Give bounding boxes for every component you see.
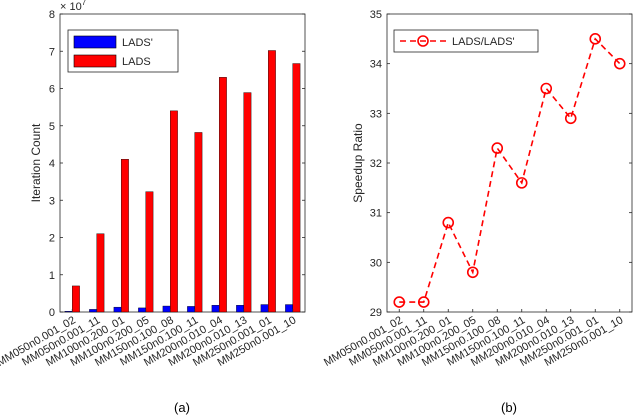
bar-lads [96,233,105,313]
y-tick-label: 32 [370,158,382,170]
bar-lads-prime [236,305,244,313]
legend-label-lads: LADS [122,56,151,68]
y-tick-label: 8 [49,9,55,21]
speedup-point [491,142,504,154]
y-tick-label: 31 [370,208,382,220]
bar-lads [72,285,80,313]
speedup-point [393,296,406,308]
legend-marker-speedup [417,35,429,47]
bar-lads [292,63,301,313]
bar-lads [268,50,276,313]
bar-lads [219,77,227,313]
chart-a: 0 1 2 3 4 5 6 7 8 MM050n0.001_02MM050n0.001_11MM… [0,0,306,415]
speedup-point [515,177,528,189]
legend-swatch-lads-prime [73,35,117,49]
y-tick-label: 1 [49,270,55,282]
y-tick-label: 35 [370,9,382,21]
y-tick-label: 5 [49,121,55,133]
bar-lads [121,159,129,313]
bar-lads [194,132,203,313]
bar-lads-prime [113,306,122,313]
speedup-point [442,216,455,229]
speedup-point [417,296,430,308]
chart-b-series [393,33,626,308]
speedup-point [540,82,553,95]
bar-lads [170,110,178,313]
bar-lads-prime [138,307,146,313]
chart-b-legend: LADS/LADS' [393,29,539,53]
legend-label-speedup: LADS/LADS' [452,36,515,48]
bar-lads [243,92,252,313]
bar-lads-prime [285,304,293,313]
chart-b-y-axis-label: Speedup Ratio [351,123,365,203]
bar-lads-prime [64,311,73,313]
y-tick-label: 4 [49,158,55,170]
chart-b-y-ticks: 29 30 31 32 33 34 35 [370,9,632,319]
y-tick-label: 33 [370,108,382,120]
y-tick-label: 6 [49,84,55,96]
chart-b-legend-box [393,29,539,53]
legend-swatch-lads [73,54,117,68]
y-tick-label: 2 [49,233,55,245]
chart-b: 29 30 31 32 33 34 35 MM050n0.001_02MM050n0.001… [322,9,633,415]
y-tick-label: 3 [49,195,55,207]
bar-lads-prime [162,305,171,313]
speedup-point [466,266,479,279]
chart-b-plot-area [386,13,633,313]
y-tick-label: 7 [49,46,55,58]
y-tick-label: 0 [49,307,55,319]
bar-lads-prime [89,309,97,313]
chart-a-bars [64,50,301,313]
y-tick-label: 30 [370,257,382,269]
bar-lads-prime [211,305,220,313]
y-tick-label: 29 [370,307,382,319]
bar-lads [145,191,154,313]
bar-lads-prime [260,304,269,313]
chart-b-caption: (b) [501,400,517,415]
speedup-point [613,57,626,70]
speedup-point [564,112,577,125]
speedup-point [589,33,602,45]
chart-a-y-ticks: 0 1 2 3 4 5 6 7 8 [49,9,305,319]
chart-a-exponent: × 107 [60,0,87,13]
chart-a-y-axis-label: Iteration Count [29,123,43,202]
speedup-line [399,37,621,303]
chart-b-x-ticks: MM050n0.001_02MM050n0.001_11MM100n0.200_… [322,309,625,369]
chart-a-x-ticks: MM050n0.001_02MM050n0.001_11MM100n0.200_… [0,309,298,369]
legend-label-lads-prime: LADS' [122,37,153,49]
chart-a-caption: (a) [174,400,190,415]
y-tick-label: 34 [370,59,382,71]
chart-a-exponent-power: 7 [82,0,87,7]
chart-a-legend: LADS' LADS [67,29,179,73]
bar-lads-prime [187,306,195,313]
